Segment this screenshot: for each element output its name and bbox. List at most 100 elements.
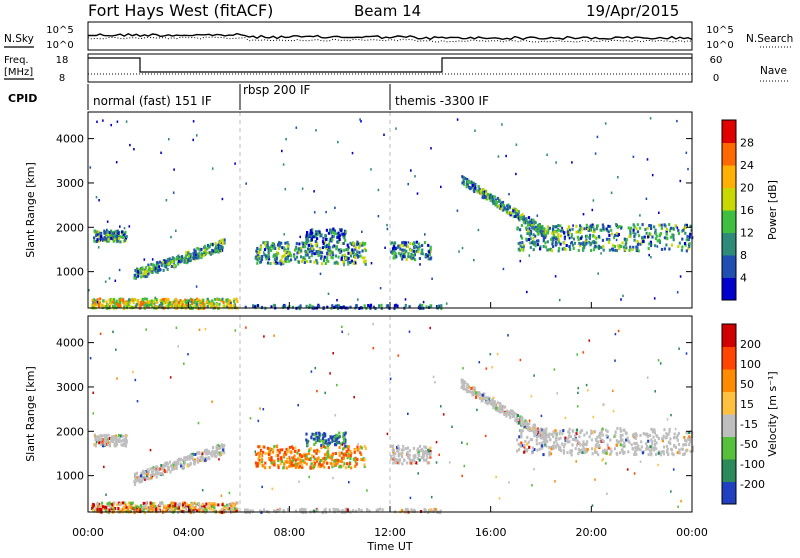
colorbar-tick-label: -50 — [740, 438, 758, 451]
range-gate-cell — [432, 375, 435, 379]
range-gate-cell — [330, 255, 333, 259]
range-gate-cell — [507, 203, 510, 207]
range-gate-cell — [261, 463, 264, 467]
colorbar-swatch — [722, 142, 736, 166]
range-gate-cell — [177, 301, 180, 305]
range-gate-cell — [492, 200, 496, 204]
range-gate-cell — [281, 448, 284, 452]
range-gate-cell — [484, 192, 488, 196]
range-gate-cell — [236, 507, 239, 511]
range-gate-cell — [316, 389, 318, 393]
range-gate-cell — [575, 443, 579, 447]
range-gate-cell — [688, 440, 692, 444]
range-gate-cell — [256, 261, 259, 265]
range-gate-cell — [141, 302, 144, 306]
range-gate-cell — [431, 277, 433, 280]
date-label: 19/Apr/2015 — [586, 2, 679, 20]
range-gate-cell — [167, 298, 170, 302]
range-gate-cell — [352, 509, 355, 513]
range-gate-cell — [536, 435, 539, 439]
range-gate-cell — [344, 466, 347, 470]
range-gate-cell — [166, 267, 169, 271]
cpid-segment-3: themis -3300 IF — [395, 94, 489, 108]
y-tick-label: 1000 — [56, 266, 84, 279]
range-gate-cell — [577, 447, 580, 451]
range-gate-cell — [284, 460, 287, 464]
range-gate-cell — [173, 508, 176, 512]
range-gate-cell — [294, 458, 297, 462]
range-gate-cell — [185, 458, 188, 461]
range-gate-cell — [685, 223, 688, 227]
range-gate-cell — [259, 260, 263, 264]
range-gate-cell — [528, 231, 531, 235]
range-gate-cell — [196, 456, 199, 460]
range-gate-cell — [407, 182, 409, 186]
range-gate-cell — [602, 248, 605, 252]
range-gate-cell — [676, 291, 679, 294]
range-gate-cell — [195, 509, 199, 513]
range-gate-cell — [519, 214, 523, 218]
range-gate-cell — [601, 438, 604, 442]
range-gate-cell — [344, 257, 347, 260]
range-gate-cell — [199, 455, 202, 459]
range-gate-cell — [628, 235, 631, 239]
range-gate-cell — [574, 434, 577, 438]
range-gate-cell — [515, 172, 517, 176]
range-gate-cell — [552, 233, 555, 237]
range-gate-cell — [147, 272, 150, 276]
range-gate-cell — [347, 246, 350, 250]
range-gate-cell — [680, 248, 683, 252]
range-gate-cell — [337, 440, 341, 444]
range-gate-cell — [526, 425, 529, 429]
range-gate-cell — [277, 459, 280, 463]
range-gate-cell — [221, 503, 224, 507]
range-gate-cell — [97, 505, 100, 508]
range-gate-cell — [100, 501, 104, 505]
range-gate-cell — [173, 258, 176, 262]
range-gate-cell — [484, 190, 487, 194]
range-gate-cell — [319, 438, 322, 442]
range-gate-cell — [146, 468, 149, 472]
range-gate-cell — [582, 243, 585, 247]
cpid-panel: CPID normal (fast) 151 IF rbsp 200 IF th… — [8, 83, 489, 110]
range-gate-cell — [334, 232, 337, 235]
range-gate-cell — [482, 188, 485, 191]
range-gate-cell — [684, 243, 687, 247]
range-gate-cell — [114, 436, 117, 440]
range-gate-cell — [189, 453, 192, 457]
range-gate-cell — [414, 175, 416, 178]
range-gate-cell — [544, 434, 547, 438]
range-gate-cell — [617, 176, 619, 179]
range-gate-cell — [521, 420, 524, 424]
range-gate-cell — [426, 453, 429, 457]
velocity-ylabel: Slant Range [km] — [24, 366, 37, 462]
range-gate-cell — [164, 262, 167, 266]
range-gate-cell — [638, 226, 642, 230]
range-gate-cell — [345, 444, 348, 448]
range-gate-cell — [218, 446, 221, 450]
range-gate-cell — [554, 275, 557, 278]
range-gate-cell — [609, 225, 612, 229]
range-gate-cell — [542, 244, 545, 248]
y-tick-label: 3000 — [56, 177, 84, 190]
range-gate-cell — [116, 240, 119, 244]
nsky-frame — [87, 21, 693, 51]
nsky-panel: 10^5 10^0 10^5 10^0 N.Sky N.Search — [4, 21, 793, 51]
range-gate-cell — [195, 303, 199, 307]
range-gate-cell — [605, 237, 609, 241]
range-gate-cell — [152, 268, 155, 272]
range-gate-cell — [118, 436, 121, 440]
range-gate-cell — [195, 253, 197, 257]
range-gate-cell — [519, 228, 522, 232]
range-gate-cell — [192, 138, 194, 142]
range-gate-cell — [631, 447, 634, 451]
range-gate-cell — [336, 461, 339, 465]
range-gate-cell — [105, 442, 108, 446]
range-gate-cell — [545, 430, 548, 434]
range-gate-cell — [161, 298, 164, 302]
range-gate-cell — [595, 236, 598, 240]
range-gate-cell — [668, 440, 671, 444]
range-gate-cell — [563, 241, 566, 245]
range-gate-cell — [335, 260, 338, 264]
range-gate-cell — [493, 195, 496, 199]
